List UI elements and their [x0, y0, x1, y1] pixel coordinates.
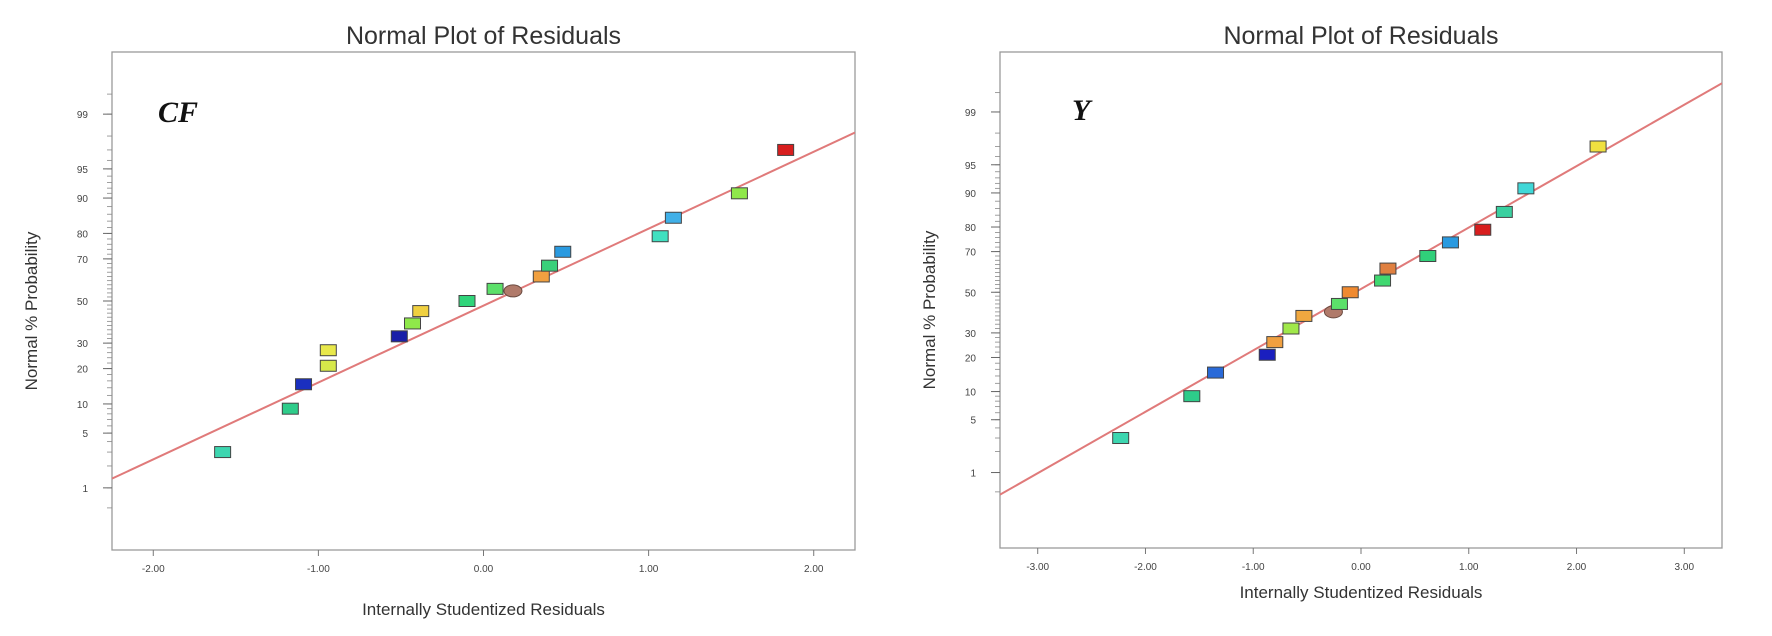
data-point: [295, 378, 313, 391]
x-tick-label: 2.00: [804, 564, 824, 575]
data-point: [1341, 286, 1359, 299]
x-tick-label: -2.00: [1134, 562, 1157, 573]
data-point: [1266, 336, 1284, 349]
chart-panel-1: Normal Plot of Residuals CF -2.00 -1.00 0.00…: [22, 22, 856, 619]
y-tick-label: 70: [77, 255, 89, 266]
panel-label: Y: [1072, 94, 1093, 127]
y-tick-label: 5: [970, 416, 976, 427]
y-tick-label: 70: [965, 248, 977, 259]
data-point: [319, 344, 337, 357]
y-axis-label: Normal % Probability: [920, 230, 939, 389]
data-point: [664, 211, 682, 224]
chart-title: Normal Plot of Residuals: [1223, 22, 1498, 50]
data-point: [1379, 262, 1397, 275]
y-tick-label: 50: [965, 288, 977, 299]
data-point: [1295, 309, 1313, 322]
y-tick-label: 10: [77, 400, 89, 411]
data-point: [503, 284, 523, 298]
data-point: [1258, 348, 1276, 361]
data-point: [1183, 390, 1201, 403]
data-point: [730, 187, 748, 200]
x-tick-label: -1.00: [307, 564, 330, 575]
x-axis-label: Internally Studentized Residuals: [362, 600, 605, 619]
y-tick-label: 30: [77, 339, 89, 350]
data-point: [777, 143, 795, 156]
data-point: [1374, 274, 1392, 287]
data-point: [532, 270, 550, 283]
x-tick-label: 0.00: [474, 564, 494, 575]
y-tick-label: 80: [77, 229, 89, 240]
y-tick-label: 95: [77, 165, 89, 176]
y-tick-label: 10: [965, 388, 977, 399]
data-point: [281, 402, 299, 415]
y-tick-label: 99: [77, 110, 89, 121]
data-point: [1330, 297, 1348, 310]
data-point: [1517, 182, 1535, 195]
chart-panel-2: Normal Plot of Residuals Y -3.00 -2.00 -1.00…: [920, 22, 1723, 602]
data-point: [404, 317, 422, 330]
y-axis-label: Normal % Probability: [22, 231, 41, 390]
chart-title: Normal Plot of Residuals: [346, 22, 621, 50]
y-tick-label: 90: [965, 189, 977, 200]
y-tick-label: 90: [77, 194, 89, 205]
data-point: [390, 330, 408, 343]
x-tick-label: -2.00: [142, 564, 165, 575]
y-tick-label: 50: [77, 297, 89, 308]
y-tick-label: 1: [970, 469, 976, 480]
plot-frame: [111, 51, 856, 551]
panel-label: CF: [158, 96, 198, 129]
data-point: [541, 259, 559, 272]
plot-frame: [999, 51, 1723, 549]
y-tick-label: 30: [965, 329, 977, 340]
y-tick-label: 95: [965, 161, 977, 172]
data-point: [1419, 250, 1437, 263]
y-tick-label: 99: [965, 108, 977, 119]
y-tick-label: 1: [82, 484, 88, 495]
y-tick-label: 20: [965, 353, 977, 364]
y-tick-label: 5: [82, 429, 88, 440]
data-point: [1474, 223, 1492, 236]
x-tick-label: 2.00: [1567, 562, 1587, 573]
y-tick-label: 20: [77, 365, 89, 376]
y-tick-label: 80: [965, 223, 977, 234]
data-point: [651, 230, 669, 243]
data-point: [554, 245, 572, 258]
data-point: [458, 295, 476, 307]
data-point: [319, 359, 337, 372]
x-tick-label: 1.00: [639, 564, 659, 575]
data-point: [486, 282, 504, 295]
x-tick-label: -3.00: [1026, 562, 1049, 573]
data-point: [1112, 432, 1130, 445]
x-tick-label: -1.00: [1242, 562, 1265, 573]
data-point: [1207, 366, 1225, 379]
data-point: [412, 305, 430, 318]
x-tick-label: 3.00: [1675, 562, 1695, 573]
data-point: [1589, 140, 1607, 153]
x-tick-label: 0.00: [1351, 562, 1371, 573]
data-point: [1282, 322, 1300, 335]
x-axis-label: Internally Studentized Residuals: [1240, 583, 1483, 602]
x-tick-label: 1.00: [1459, 562, 1479, 573]
data-point: [1441, 236, 1459, 249]
data-point: [214, 446, 232, 459]
data-point: [1495, 205, 1513, 218]
